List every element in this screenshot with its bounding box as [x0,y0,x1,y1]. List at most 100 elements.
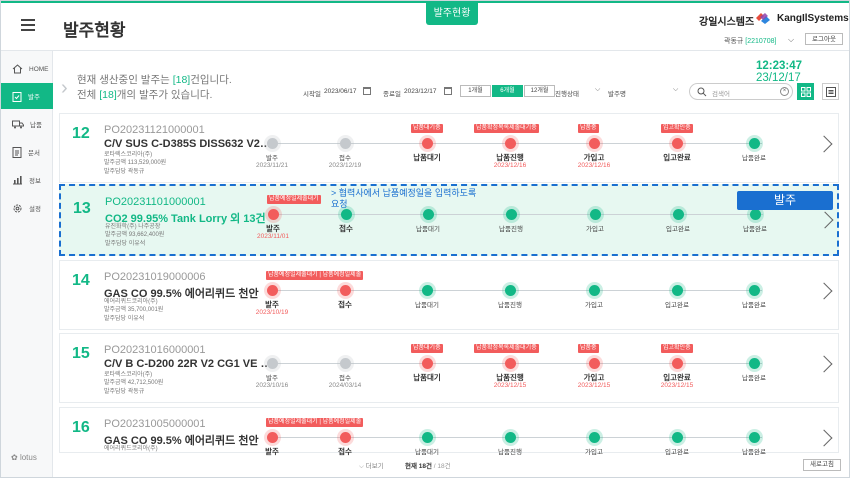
chevron-right-icon[interactable] [815,282,833,300]
grid-icon [801,87,811,97]
home-icon [12,64,23,74]
sidebar-item-document[interactable]: 문서 [1,139,53,165]
period-6m-button[interactable]: 6개월 [492,85,523,97]
stage-label: 가입고 [585,302,603,309]
sidebar-item-info[interactable]: 정보 [1,167,53,193]
stage-date: 2024/03/14 [328,382,362,389]
list-footer: ⌵ 더보기 현재 18건 / 18건 새로고침 [59,458,841,472]
request-tooltip: > 협력사에서 납품예정일을 입력하도록 요청 [331,188,476,210]
chevron-down-icon[interactable]: ⌵ [788,35,795,44]
sidebar-item-settings[interactable]: 설정 [1,195,53,221]
stage-label: 발주 [266,224,280,233]
meta-line: 발주금액 93,662,400원 [105,232,165,239]
sort-select[interactable]: 발주명 [608,91,626,98]
stage-node [748,285,760,296]
stage-label: 입고완료 [666,226,690,233]
order-card[interactable]: 12 PO20231121000001 C/V SUS C-D385S DISS63… [59,113,839,183]
po-number: PO20231019000006 [104,271,206,283]
clock-date: 23/12/17 [756,72,801,84]
meta-line: 에어리퀴드코리아(주) [104,299,158,305]
clear-icon[interactable]: × [780,87,789,96]
start-date-input[interactable]: 2023/06/17 [324,88,357,95]
summary-line-producing: 현재 생산중인 발주는 [18]건입니다. [77,72,232,87]
sidebar-item-label: 발주 [28,94,40,101]
order-card[interactable]: 15 PO20231016000001 C/V B C-D200 22R V2 CG… [59,333,839,403]
order-number: 13 [73,200,91,217]
order-card[interactable]: 13 PO20231101000001 CO2 99.95% Tank Lorry … [59,184,839,256]
period-12m-button[interactable]: 12개월 [524,85,555,97]
stage-node [748,138,760,149]
truck-icon [12,120,24,128]
chevron-right-icon[interactable] [816,211,834,229]
brand-name-en: KangIlSystems [777,13,849,24]
order-meta: 에어리퀴드코리아(주) 발주금액 35,700,001원 발주담당 이유석 [104,298,163,323]
order-card[interactable]: 14 PO20231019000006 GAS CO 99.5% 에어리퀴드 천안 에… [59,260,839,330]
stage-date: 2023/12/16 [493,162,527,169]
stage-date: 2023/12/19 [328,162,362,169]
order-card[interactable]: 16 PO20231005000001 GAS CO 99.5% 에어리퀴드 천안 에… [59,407,839,456]
sidebar-item-label: 문서 [28,150,40,157]
stage-label: 접수 [339,375,351,382]
order-action-button[interactable]: 발주 [737,191,833,210]
order-number: 14 [72,272,90,289]
calendar-icon[interactable] [363,87,371,95]
sidebar-item-label: 납품 [30,122,42,129]
sidebar-item-order[interactable]: 발주 [1,83,53,109]
clipboard-icon [12,91,22,102]
stage-node [588,358,600,369]
sidebar-item-delivery[interactable]: 납품 [1,111,53,137]
logout-button[interactable]: 로그아웃 [805,33,843,45]
chevron-right-icon[interactable] [815,429,833,447]
meta-line: 로타렉스코리아(주) [104,372,153,378]
refresh-button[interactable]: 새로고침 [803,459,841,471]
order-number: 16 [72,419,90,436]
meta-line: 유진화학(주) 나주공장 [105,224,161,230]
stage-node [266,432,278,443]
end-date-input[interactable]: 2023/12/17 [404,88,437,95]
stage-node [671,432,683,443]
stage-label: 접수 [338,447,352,456]
tab-order-status[interactable]: 발주현황 [426,3,478,25]
status-select[interactable]: 진행상태 [555,91,579,98]
po-number: PO20231005000001 [104,418,206,430]
grid-view-button[interactable] [797,83,814,100]
search-input[interactable]: 검색어 [712,91,730,98]
stage-label: 납품진행 [498,302,522,309]
page-title: 발주현황 [63,21,126,40]
stage-date: 2023/12/15 [660,382,694,389]
chevron-right-icon[interactable] [815,355,833,373]
order-title: C/V B C-D200 22R V2 CG1 VE LG ... [104,358,272,370]
gear-icon [13,204,22,212]
document-icon [12,146,22,158]
list-view-button[interactable] [822,83,839,100]
menu-icon[interactable] [21,19,35,31]
chevron-down-icon[interactable]: ⌵ [595,86,601,93]
top-bar: 발주현황 발주현황 강일시스템즈 KangIlSystems 곽동규 [2210… [1,1,849,51]
chevron-right-icon: › [61,77,68,99]
stage-label: 발주 [266,375,278,382]
status-badge: 납품대기중 [411,124,443,133]
status-badge: 납품예정일제출대기 | 납품예정일제출 [266,271,364,280]
calendar-icon[interactable] [444,87,452,95]
stage-date: 2023/11/01 [256,233,290,240]
stage-node [266,358,278,369]
chevron-right-icon[interactable] [815,135,833,153]
stage-node [504,358,516,369]
stage-date: 2023/12/15 [577,382,611,389]
stage-label: 가입고 [583,373,605,382]
more-button[interactable]: ⌵ 더보기 [359,460,384,471]
chevron-down-icon[interactable]: ⌵ [673,86,679,93]
sidebar-item-home[interactable]: HOME [1,56,53,82]
meta-line: 발주담당 곽동규 [104,388,145,395]
stage-label: 납품대기 [413,153,441,162]
stage-node [266,285,278,296]
sidebar-item-label: 정보 [29,178,41,185]
lotus-icon: ✿ [11,453,18,462]
summary-text: 전체 [77,89,100,101]
search-box[interactable]: 검색어 × [689,83,793,100]
stage-date: 2023/12/16 [577,162,611,169]
period-1m-button[interactable]: 1개월 [460,85,491,97]
sidebar-item-label: 설정 [29,206,41,213]
stage-label: 발주 [265,300,279,309]
stage-label: 접수 [339,224,353,233]
